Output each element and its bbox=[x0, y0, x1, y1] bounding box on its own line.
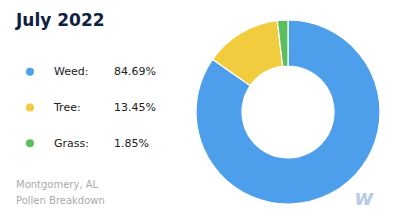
legend: Weed: 84.69% Tree: 13.45% Grass: 1.85% bbox=[26, 65, 156, 150]
subtitle: Montgomery, AL Pollen Breakdown bbox=[16, 179, 105, 206]
legend-dot bbox=[26, 139, 34, 147]
legend-value: 84.69% bbox=[114, 65, 156, 78]
legend-dot bbox=[26, 104, 34, 112]
legend-value: 13.45% bbox=[114, 101, 156, 114]
slice bbox=[213, 21, 283, 86]
legend-label: Tree: bbox=[53, 101, 81, 114]
chart: July 2022 Weed: 84.69% Tree: 13.45% Grass: 1.8… bbox=[0, 0, 400, 224]
subtitle-line: Pollen Breakdown bbox=[16, 195, 105, 206]
pie bbox=[196, 20, 380, 204]
slice bbox=[277, 20, 288, 66]
legend-label: Grass: bbox=[54, 137, 89, 150]
title: July 2022 bbox=[15, 10, 105, 30]
watermark: w bbox=[354, 186, 374, 210]
legend-value: 1.85% bbox=[114, 137, 149, 150]
legend-label: Weed: bbox=[54, 65, 88, 78]
legend-dot bbox=[26, 68, 34, 76]
subtitle-line: Montgomery, AL bbox=[16, 179, 99, 190]
slice bbox=[196, 20, 380, 204]
